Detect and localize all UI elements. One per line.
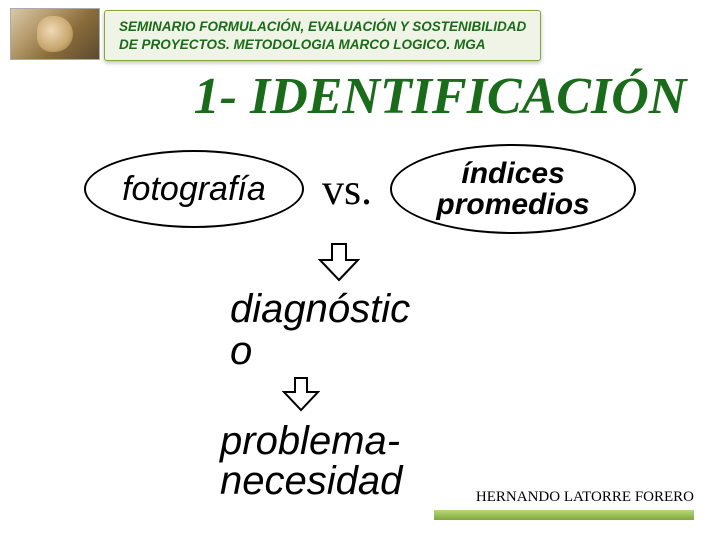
thumbs-up-icon (37, 16, 73, 52)
seminar-line-1: SEMINARIO FORMULACIÓN, EVALUACIÓN Y SOST… (119, 18, 526, 36)
ellipse-left-label: fotografía (122, 170, 266, 209)
header-row: SEMINARIO FORMULACIÓN, EVALUACIÓN Y SOST… (0, 0, 720, 61)
ellipse-indices: índices promedios (390, 144, 636, 234)
arrow-down-icon (318, 242, 360, 282)
seminar-title-badge: SEMINARIO FORMULACIÓN, EVALUACIÓN Y SOST… (104, 10, 541, 61)
arrow-down-icon (282, 376, 320, 412)
seminar-line-2: DE PROYECTOS. METODOLOGIA MARCO LOGICO. … (119, 36, 526, 54)
page-title: 1- IDENTIFICACIÓN (0, 67, 710, 126)
vs-label: vs. (322, 164, 372, 215)
thumbs-up-image (10, 8, 100, 60)
attribution-underline (434, 510, 694, 520)
ellipse-fotografia: fotografía (84, 150, 304, 228)
comparison-row: fotografía vs. índices promedios (0, 144, 720, 234)
diag-line2: o (230, 329, 252, 373)
ellipse-right-line1: índices (461, 158, 564, 190)
problema-line1: problema- (220, 419, 400, 463)
ellipse-right-line2: promedios (436, 189, 589, 221)
problema-line2: necesidad (220, 459, 402, 503)
author-attribution: HERNANDO LATORRE FORERO (476, 489, 694, 506)
diagnostico-label: diagnóstic o (230, 288, 460, 372)
diag-line1: diagnóstic (230, 287, 410, 331)
